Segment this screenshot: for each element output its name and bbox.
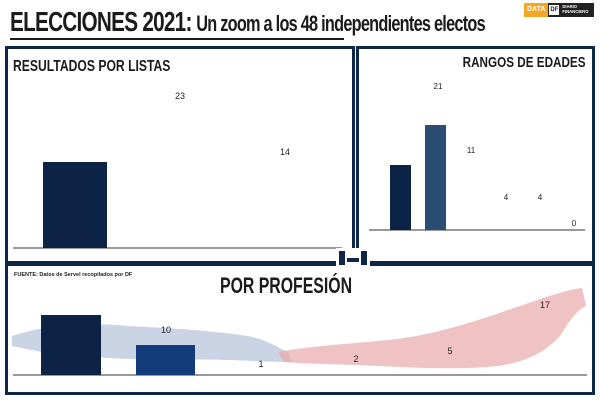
profesion-value-label: 10 xyxy=(161,325,171,335)
panel-connector xyxy=(336,248,370,270)
panel-resultados-listas: RESULTADOS POR LISTAS 23 14 xyxy=(5,46,355,264)
connector-piece xyxy=(361,251,367,265)
logo-sub-2: FINANCIERO xyxy=(562,9,589,14)
edades-value-label: 21 xyxy=(434,82,443,91)
profesion-bar xyxy=(136,345,195,375)
title-rest: Un zoom a los 48 independientes electos xyxy=(196,11,485,36)
panel-profesion: FUENTE: Datos de Servel recopilados por … xyxy=(5,263,595,395)
profesion-value-label: 1 xyxy=(258,359,263,369)
profesion-bar xyxy=(41,315,101,375)
page-title: ELECCIONES 2021: Un zoom a los 48 indepe… xyxy=(10,6,486,38)
edades-value-label: 4 xyxy=(504,193,509,202)
profesion-chart: 10 1 2 5 17 xyxy=(13,300,587,376)
logo-df-text: DF xyxy=(549,5,560,15)
logo-subtitle: DIARIO FINANCIERO xyxy=(562,5,588,14)
title-bold: ELECCIONES 2021: xyxy=(10,6,192,37)
panel-rangos-edades: RANGOS DE EDADES 21 11 4 4 0 xyxy=(356,46,595,264)
listas-chart: 23 14 xyxy=(13,91,342,249)
connector-piece xyxy=(347,258,359,262)
edades-value-label: 4 xyxy=(538,193,543,202)
edades-chart: 21 11 4 4 0 xyxy=(369,82,585,231)
listas-bar xyxy=(43,162,107,248)
listas-value-label: 14 xyxy=(280,147,290,157)
panel-title-listas: RESULTADOS POR LISTAS xyxy=(13,58,171,75)
source-note: FUENTE: Datos de Servel recopilados por … xyxy=(14,272,133,278)
profesion-value-label: 17 xyxy=(540,300,550,310)
edades-bar xyxy=(425,125,446,230)
connector-piece xyxy=(339,251,345,265)
edades-value-label: 11 xyxy=(467,146,476,155)
title-underline xyxy=(10,38,344,40)
profesion-value-label: 5 xyxy=(447,346,452,356)
brand-logo: DATA DF DIARIO FINANCIERO xyxy=(524,3,594,17)
listas-value-label: 23 xyxy=(175,91,185,101)
header: ELECCIONES 2021: Un zoom a los 48 indepe… xyxy=(0,0,600,44)
logo-data-text: DATA xyxy=(524,3,549,17)
profesion-value-label: 2 xyxy=(353,354,358,364)
edades-bar xyxy=(390,165,411,230)
logo-sub-1: DIARIO xyxy=(562,4,578,10)
panel-title-edades: RANGOS DE EDADES xyxy=(463,54,586,71)
edades-value-label: 0 xyxy=(572,219,577,228)
map-region-red xyxy=(278,288,586,369)
panel-title-profesion: POR PROFESIÓN xyxy=(220,273,353,298)
